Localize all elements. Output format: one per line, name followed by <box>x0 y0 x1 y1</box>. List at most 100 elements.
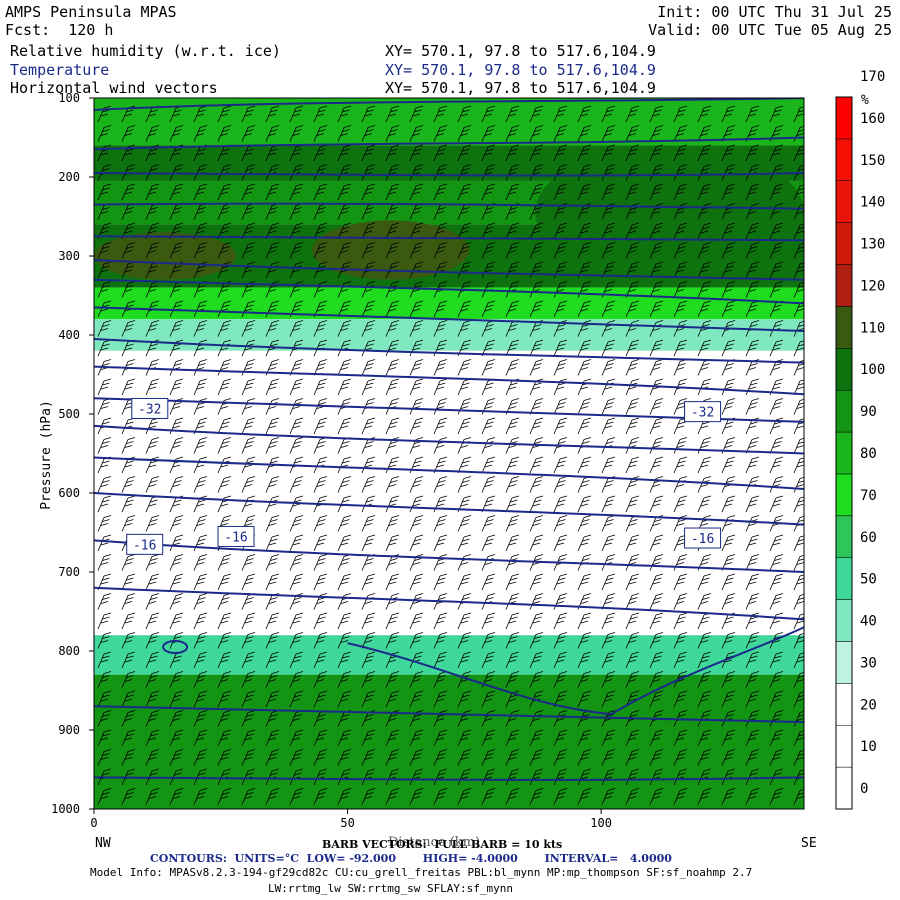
wind-barb <box>601 320 616 337</box>
wind-barb <box>385 690 400 708</box>
colorbar-label: 20 <box>860 697 877 713</box>
wind-barb <box>121 281 136 298</box>
wind-barb <box>241 554 256 571</box>
wind-barb <box>217 651 232 669</box>
wind-barb <box>697 339 712 357</box>
wind-barb <box>241 183 256 201</box>
wind-barb <box>745 417 760 435</box>
isotherm-line <box>94 492 804 526</box>
wind-barb <box>409 476 424 493</box>
wind-barb <box>481 690 496 708</box>
wind-barb <box>625 125 640 142</box>
contour-label-box <box>217 525 255 547</box>
wind-barb <box>337 144 352 162</box>
wind-barb <box>289 281 304 298</box>
wind-barb <box>457 320 472 337</box>
wind-barb <box>337 222 352 240</box>
wind-barb <box>361 417 376 435</box>
wind-barb <box>649 573 664 591</box>
wind-barb <box>169 573 184 591</box>
wind-barb <box>721 261 736 279</box>
wind-barb <box>361 749 376 766</box>
wind-barb <box>721 183 736 201</box>
wind-barb <box>409 729 424 747</box>
wind-barb <box>313 534 328 552</box>
wind-barb <box>745 281 760 298</box>
wind-barb <box>673 339 688 357</box>
wind-barb <box>265 729 280 747</box>
wind-barb <box>769 593 784 610</box>
wind-barb <box>97 476 112 493</box>
wind-barb <box>481 476 496 493</box>
wind-barb <box>265 515 280 532</box>
colorbar-label: 70 <box>860 488 877 504</box>
wind-barb <box>745 437 760 454</box>
wind-barb <box>241 476 256 493</box>
wind-barb <box>193 105 208 123</box>
wind-barb <box>769 417 784 435</box>
wind-barb <box>193 398 208 415</box>
wind-barb <box>385 320 400 337</box>
wind-barb <box>409 242 424 259</box>
wind-barb <box>385 749 400 766</box>
wind-barb <box>361 788 376 805</box>
wind-barb <box>313 671 328 688</box>
wind-barb <box>433 515 448 532</box>
wind-barb <box>337 593 352 610</box>
wind-barb <box>697 768 712 786</box>
wind-barb <box>337 398 352 415</box>
wind-barb <box>313 320 328 337</box>
wind-barb <box>169 476 184 493</box>
wind-barb <box>289 593 304 610</box>
wind-barb <box>625 417 640 435</box>
wind-barb <box>577 203 592 220</box>
wind-barb <box>505 612 520 630</box>
wind-barb <box>505 261 520 279</box>
wind-barb <box>457 222 472 240</box>
wind-barb <box>289 651 304 669</box>
wind-barb <box>241 573 256 591</box>
wind-barb <box>625 768 640 786</box>
wind-barb <box>97 495 112 513</box>
isotherm-line <box>94 337 804 364</box>
wind-barb <box>433 339 448 357</box>
wind-barb <box>313 749 328 766</box>
wind-barb <box>601 222 616 240</box>
wind-barb <box>673 729 688 747</box>
wind-barb <box>697 593 712 610</box>
wind-barb <box>121 632 136 649</box>
isotherm-line <box>94 424 804 455</box>
wind-barb <box>337 164 352 181</box>
wind-barb <box>385 378 400 396</box>
wind-barb <box>433 105 448 123</box>
wind-barb <box>601 125 616 142</box>
wind-barb <box>409 183 424 201</box>
wind-barb <box>217 573 232 591</box>
wind-barb <box>745 339 760 357</box>
wind-barb <box>169 690 184 708</box>
wind-barb <box>529 339 544 357</box>
wind-barb <box>457 359 472 376</box>
wind-barb <box>409 398 424 415</box>
wind-barb <box>697 690 712 708</box>
wind-barb <box>313 417 328 435</box>
wind-barb <box>697 671 712 688</box>
wind-barb <box>217 398 232 415</box>
wind-barb <box>193 534 208 552</box>
wind-barb <box>241 710 256 727</box>
colorbar-unit: % <box>861 93 869 108</box>
wind-barb <box>169 729 184 747</box>
wind-barb <box>193 632 208 649</box>
wind-barb <box>241 222 256 240</box>
wind-barb <box>409 281 424 298</box>
wind-barb <box>457 554 472 571</box>
wind-barb <box>217 300 232 318</box>
wind-barb <box>745 125 760 142</box>
wind-barb <box>361 768 376 786</box>
wind-barb <box>97 729 112 747</box>
wind-barb <box>433 632 448 649</box>
wind-barb <box>745 300 760 318</box>
wind-barb <box>121 300 136 318</box>
colorbar-label: 170 <box>860 69 885 85</box>
wind-barb <box>721 105 736 123</box>
